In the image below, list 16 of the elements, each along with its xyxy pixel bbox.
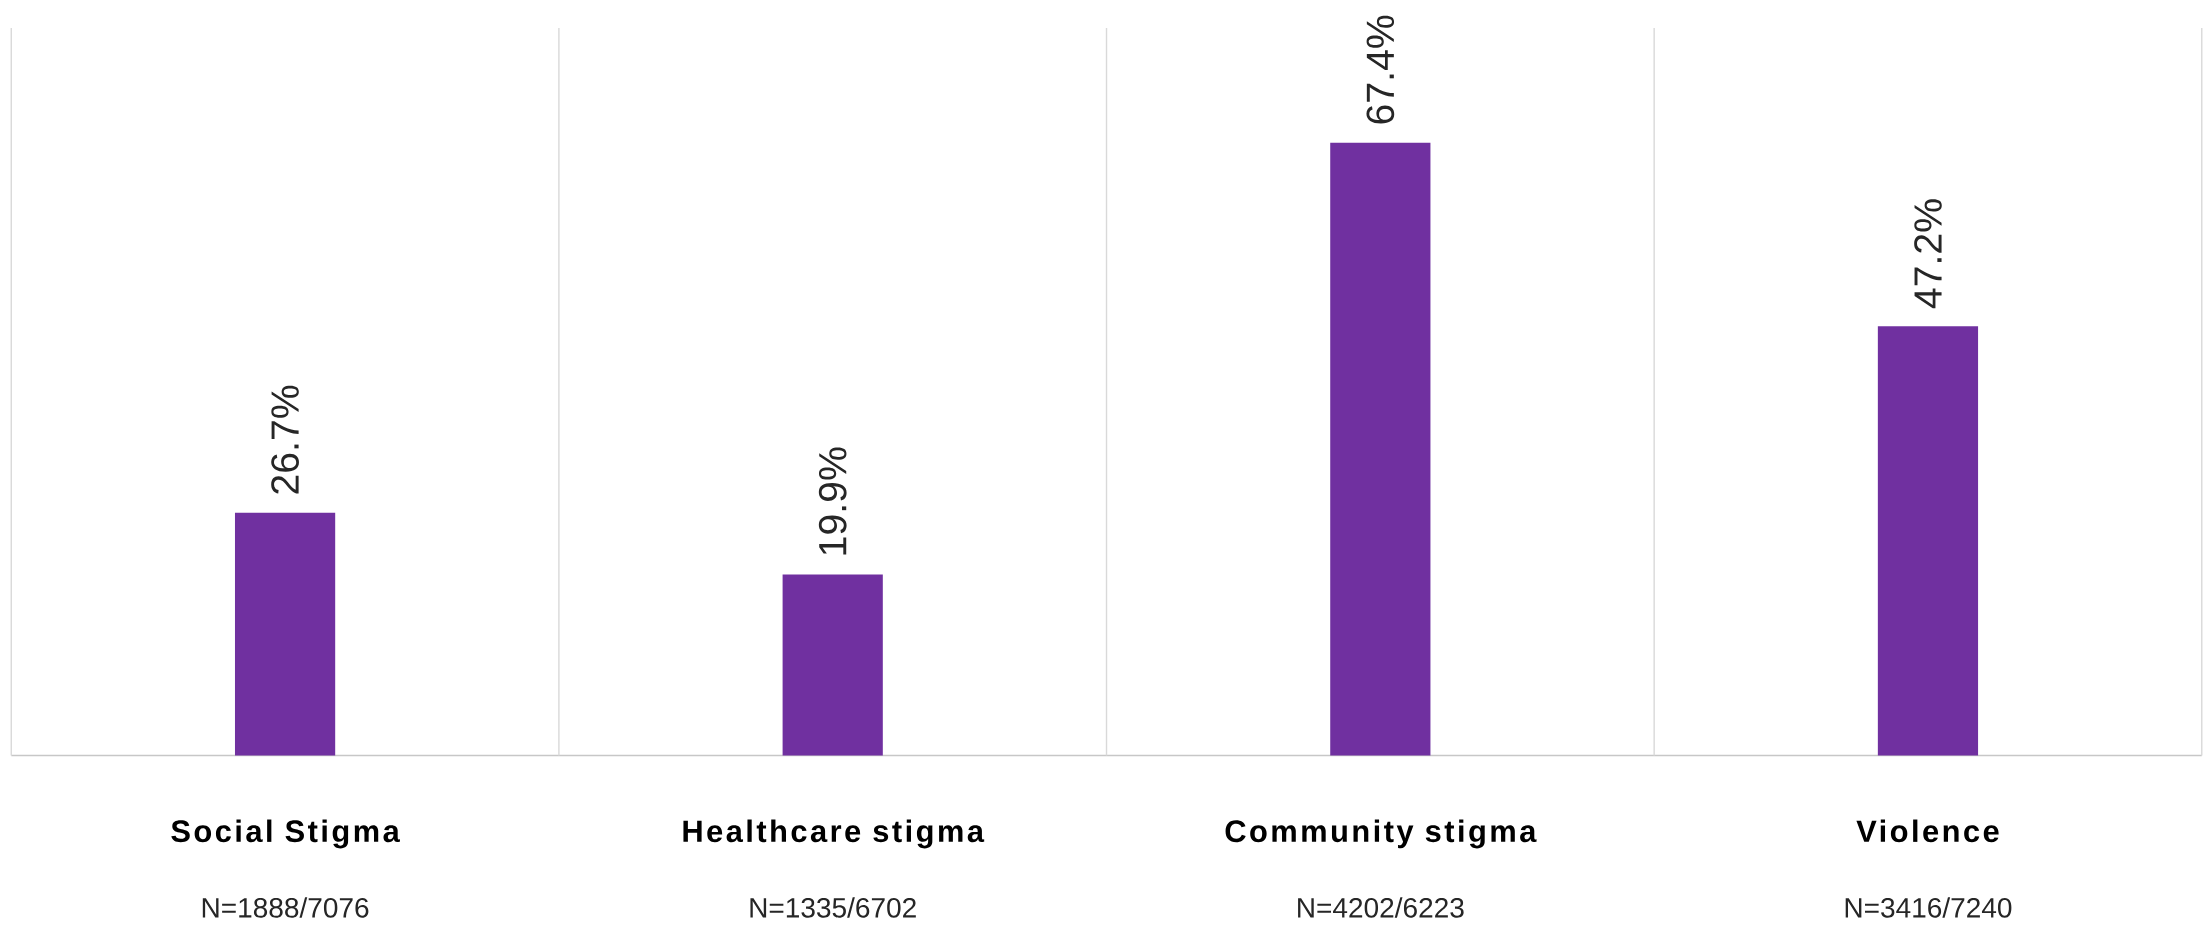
bar: [1877, 326, 1979, 756]
data-label: 67.4%: [1366, 15, 1395, 124]
x-tick-label: Violence: [1856, 819, 1999, 843]
x-tick-label: Social Stigma: [171, 819, 400, 849]
text: N=4202/6223: [1298, 897, 1464, 918]
bar: [234, 512, 336, 756]
data-label: 47.2%: [1914, 199, 1942, 309]
x-tick-label: Community stigma: [1225, 819, 1537, 849]
x-tick-label: Healthcare stigma: [683, 819, 985, 849]
bar: [1330, 142, 1431, 756]
bar: [782, 574, 883, 756]
text: N=1335/6702: [750, 897, 916, 918]
data-label: 26.7%: [271, 385, 299, 494]
text: N=3416/7240: [1845, 897, 2012, 918]
data-label: 19.9%: [818, 447, 847, 555]
text: N=1888/7076: [202, 897, 369, 918]
